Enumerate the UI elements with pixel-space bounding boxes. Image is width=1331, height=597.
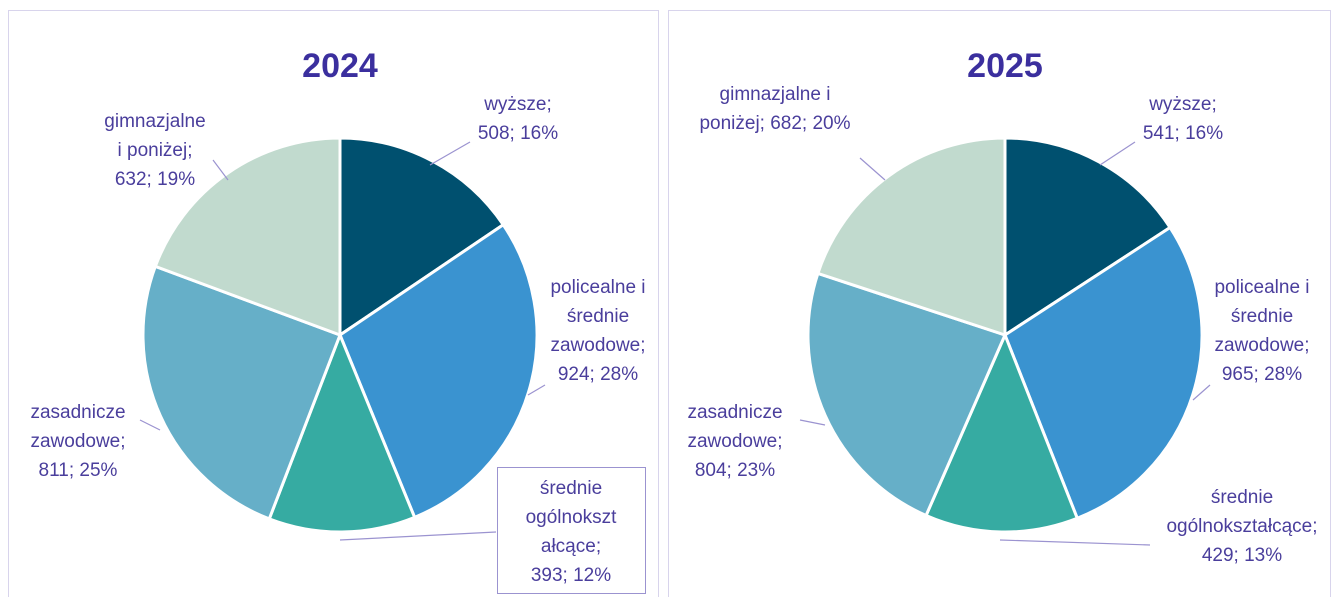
leader-line xyxy=(799,419,826,426)
chart-title: 2024 xyxy=(302,47,378,85)
leader-line xyxy=(212,159,229,181)
leader-line xyxy=(1099,141,1136,166)
data-label: średnie xyxy=(1231,306,1293,327)
leader-line xyxy=(139,419,161,431)
data-label: ogólnokszt xyxy=(526,507,618,528)
pie-slice xyxy=(1003,136,1173,338)
pie-slice xyxy=(338,222,539,520)
data-label: poniżej; 682; 20% xyxy=(699,113,850,134)
pie-slice xyxy=(141,264,342,521)
pie-slice xyxy=(1003,225,1204,521)
data-label: 924; 28% xyxy=(558,364,638,385)
data-label: 541; 16% xyxy=(1143,123,1223,144)
data-label: gimnazjalne xyxy=(104,111,205,132)
data-label: zawodowe; xyxy=(30,431,125,452)
data-label: zawodowe; xyxy=(687,431,782,452)
data-label: wyższe; xyxy=(1148,94,1217,115)
data-label: 811; 25% xyxy=(39,460,118,481)
leader-line xyxy=(1192,384,1211,401)
data-label: i poniżej; xyxy=(118,140,193,161)
panel-border xyxy=(8,10,659,597)
label-box xyxy=(497,467,646,594)
leader-line xyxy=(999,539,1151,546)
data-label: zasadnicze xyxy=(30,402,125,423)
data-label: 965; 28% xyxy=(1222,364,1302,385)
data-label: zawodowe; xyxy=(550,335,645,356)
data-label: zawodowe; xyxy=(1214,335,1309,356)
leader-line xyxy=(429,141,471,166)
data-label: policealne i xyxy=(1214,277,1309,298)
data-label: 429; 13% xyxy=(1202,545,1282,566)
pie-slice xyxy=(806,271,1008,518)
data-label: 393; 12% xyxy=(531,565,611,586)
pie-slice xyxy=(815,136,1007,338)
data-label: ogólnokształcące; xyxy=(1166,516,1317,537)
data-label: gimnazjalne i xyxy=(720,84,831,105)
data-label: ałcące; xyxy=(541,536,601,557)
data-label: średnie xyxy=(1211,487,1273,508)
leader-line xyxy=(527,384,546,396)
data-label: średnie xyxy=(540,478,602,499)
pie-slice xyxy=(338,136,506,338)
data-label: policealne i xyxy=(550,277,645,298)
data-label: 508; 16% xyxy=(478,123,558,144)
pie-slice xyxy=(267,330,417,534)
data-label: zasadnicze xyxy=(687,402,782,423)
data-label: średnie xyxy=(567,306,629,327)
data-label: 804; 23% xyxy=(695,460,775,481)
pie-slice xyxy=(924,331,1080,534)
data-label: wyższe; xyxy=(483,94,552,115)
pie-slice xyxy=(153,136,342,338)
leader-line xyxy=(859,157,886,181)
data-label: 632; 19% xyxy=(115,169,195,190)
chart-title: 2025 xyxy=(967,47,1043,85)
leader-line xyxy=(339,531,497,541)
